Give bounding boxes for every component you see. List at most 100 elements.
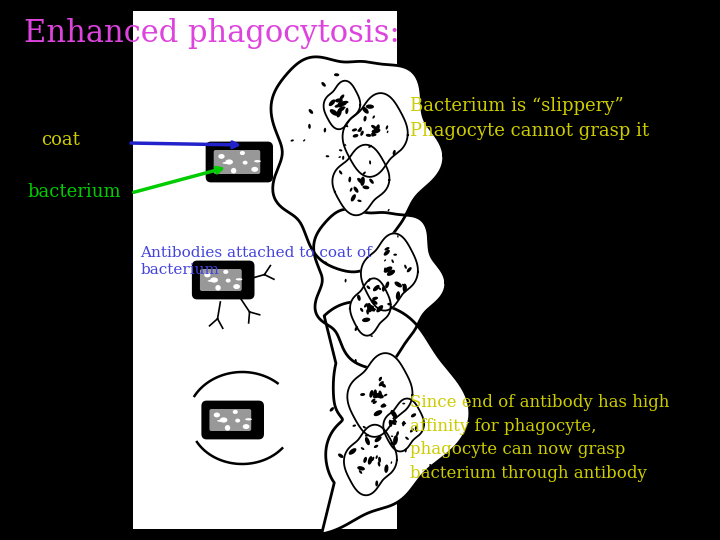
Ellipse shape [254,160,261,163]
Ellipse shape [393,435,398,445]
Ellipse shape [402,284,407,293]
Polygon shape [271,57,444,272]
Ellipse shape [369,306,374,312]
Ellipse shape [379,377,382,380]
Ellipse shape [384,266,392,273]
Ellipse shape [220,417,228,423]
FancyBboxPatch shape [207,143,271,181]
Ellipse shape [369,390,374,397]
FancyBboxPatch shape [193,262,253,298]
Ellipse shape [339,170,342,174]
Ellipse shape [251,167,258,172]
Ellipse shape [402,421,405,427]
Ellipse shape [373,401,377,404]
Ellipse shape [369,179,374,184]
Ellipse shape [370,335,373,337]
Polygon shape [383,399,424,451]
Polygon shape [344,425,397,495]
Ellipse shape [235,418,240,423]
Ellipse shape [345,279,346,282]
Ellipse shape [369,160,371,165]
Polygon shape [323,81,360,129]
Ellipse shape [372,296,378,300]
Ellipse shape [217,420,226,422]
Ellipse shape [382,286,385,292]
Ellipse shape [336,108,342,118]
Ellipse shape [390,442,395,446]
Ellipse shape [374,436,382,442]
Ellipse shape [291,139,294,141]
Ellipse shape [429,464,432,468]
Ellipse shape [377,305,383,312]
Ellipse shape [360,131,364,136]
Ellipse shape [246,418,252,421]
Ellipse shape [303,139,305,141]
Ellipse shape [376,455,378,459]
Ellipse shape [363,172,366,175]
Ellipse shape [362,106,369,114]
Ellipse shape [334,73,339,76]
Ellipse shape [393,420,397,423]
Ellipse shape [240,151,245,155]
Ellipse shape [415,426,418,432]
Ellipse shape [370,308,376,311]
Ellipse shape [379,381,384,386]
Ellipse shape [381,403,385,407]
Polygon shape [322,301,470,534]
Ellipse shape [350,187,353,192]
Ellipse shape [371,125,377,129]
Polygon shape [350,278,391,336]
Ellipse shape [384,247,390,251]
Ellipse shape [364,116,366,122]
Text: Since end of antibody has high
affinity for phagocyte,
phagocyte can now grasp
b: Since end of antibody has high affinity … [410,394,670,482]
Ellipse shape [321,82,326,87]
Ellipse shape [384,464,388,473]
Ellipse shape [371,133,377,136]
Ellipse shape [222,162,232,164]
Ellipse shape [359,127,362,132]
Ellipse shape [374,410,382,416]
Ellipse shape [380,383,386,388]
Ellipse shape [352,129,357,131]
Ellipse shape [371,399,375,402]
Ellipse shape [357,200,361,202]
Ellipse shape [373,285,379,291]
Ellipse shape [354,359,357,363]
Ellipse shape [372,134,376,137]
Ellipse shape [362,318,370,322]
Ellipse shape [362,186,369,190]
Ellipse shape [379,377,382,381]
Ellipse shape [389,420,392,427]
Ellipse shape [387,131,388,133]
Ellipse shape [231,168,236,173]
Ellipse shape [387,303,392,306]
Ellipse shape [235,278,243,280]
Ellipse shape [375,393,384,399]
Ellipse shape [338,454,343,458]
Ellipse shape [391,435,393,437]
Ellipse shape [354,326,358,331]
Ellipse shape [392,416,396,419]
Ellipse shape [344,144,346,146]
Ellipse shape [375,124,379,132]
Ellipse shape [372,116,375,119]
FancyBboxPatch shape [210,409,251,431]
Ellipse shape [218,154,225,159]
Polygon shape [347,353,413,437]
Ellipse shape [386,125,388,130]
Polygon shape [343,93,408,177]
Ellipse shape [335,104,341,107]
Ellipse shape [233,284,240,289]
Ellipse shape [214,413,220,417]
Ellipse shape [233,410,238,414]
Ellipse shape [385,281,390,288]
Ellipse shape [405,448,407,453]
Ellipse shape [363,426,366,428]
Ellipse shape [225,159,233,165]
Ellipse shape [365,437,370,445]
Ellipse shape [371,300,377,305]
Ellipse shape [348,448,356,455]
Ellipse shape [357,129,361,132]
Ellipse shape [351,194,356,201]
Ellipse shape [346,108,348,114]
